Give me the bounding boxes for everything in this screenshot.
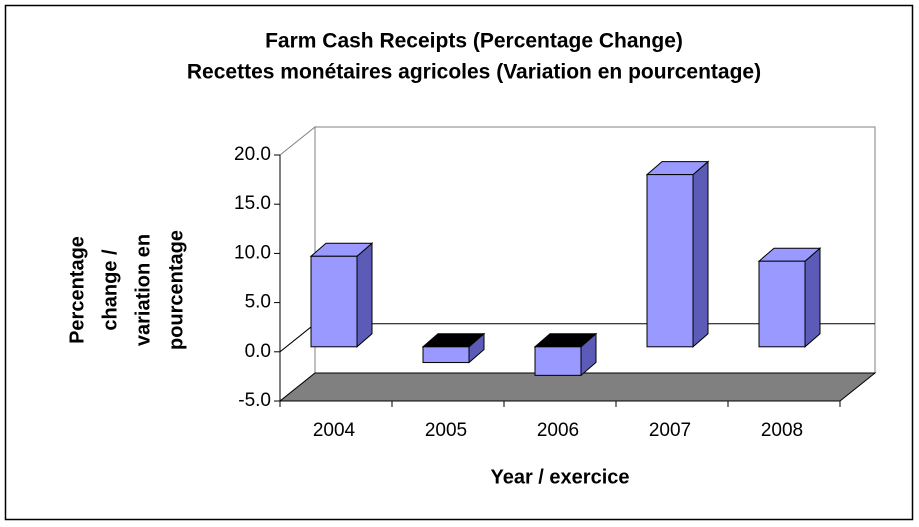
x-tick-label: 2008	[761, 420, 803, 441]
y-tick-label: 20.0	[234, 144, 271, 165]
bar	[534, 346, 582, 376]
y-axis-title: pourcentage	[165, 230, 187, 350]
bar	[646, 174, 694, 348]
chart-subtitle: Recettes monétaires agricoles (Variation…	[187, 61, 761, 84]
x-tick-label: 2004	[313, 420, 356, 441]
bar	[758, 260, 806, 348]
y-axis-title: Percentage	[66, 236, 88, 344]
y-tick-label: 10.0	[234, 242, 271, 263]
y-axis-title: variation en	[132, 234, 154, 346]
y-axis-title: change /	[99, 249, 121, 331]
bar-side	[356, 242, 373, 348]
bar-side	[692, 160, 709, 348]
chart-title: Farm Cash Receipts (Percentage Change)	[265, 30, 683, 53]
y-tick-label: -5.0	[238, 390, 271, 411]
bar	[422, 346, 470, 364]
y-tick-label: 5.0	[245, 292, 271, 313]
y-tick-label: 15.0	[234, 193, 271, 214]
x-tick-label: 2005	[425, 420, 467, 441]
y-tick-label: 0.0	[245, 341, 271, 362]
floor	[278, 372, 877, 402]
bar-side	[804, 247, 821, 348]
x-axis-title: Year / exercice	[490, 466, 629, 488]
x-tick-label: 2006	[537, 420, 579, 441]
x-tick-label: 2007	[649, 420, 691, 441]
side-wall	[279, 125, 316, 403]
bar	[310, 255, 358, 348]
